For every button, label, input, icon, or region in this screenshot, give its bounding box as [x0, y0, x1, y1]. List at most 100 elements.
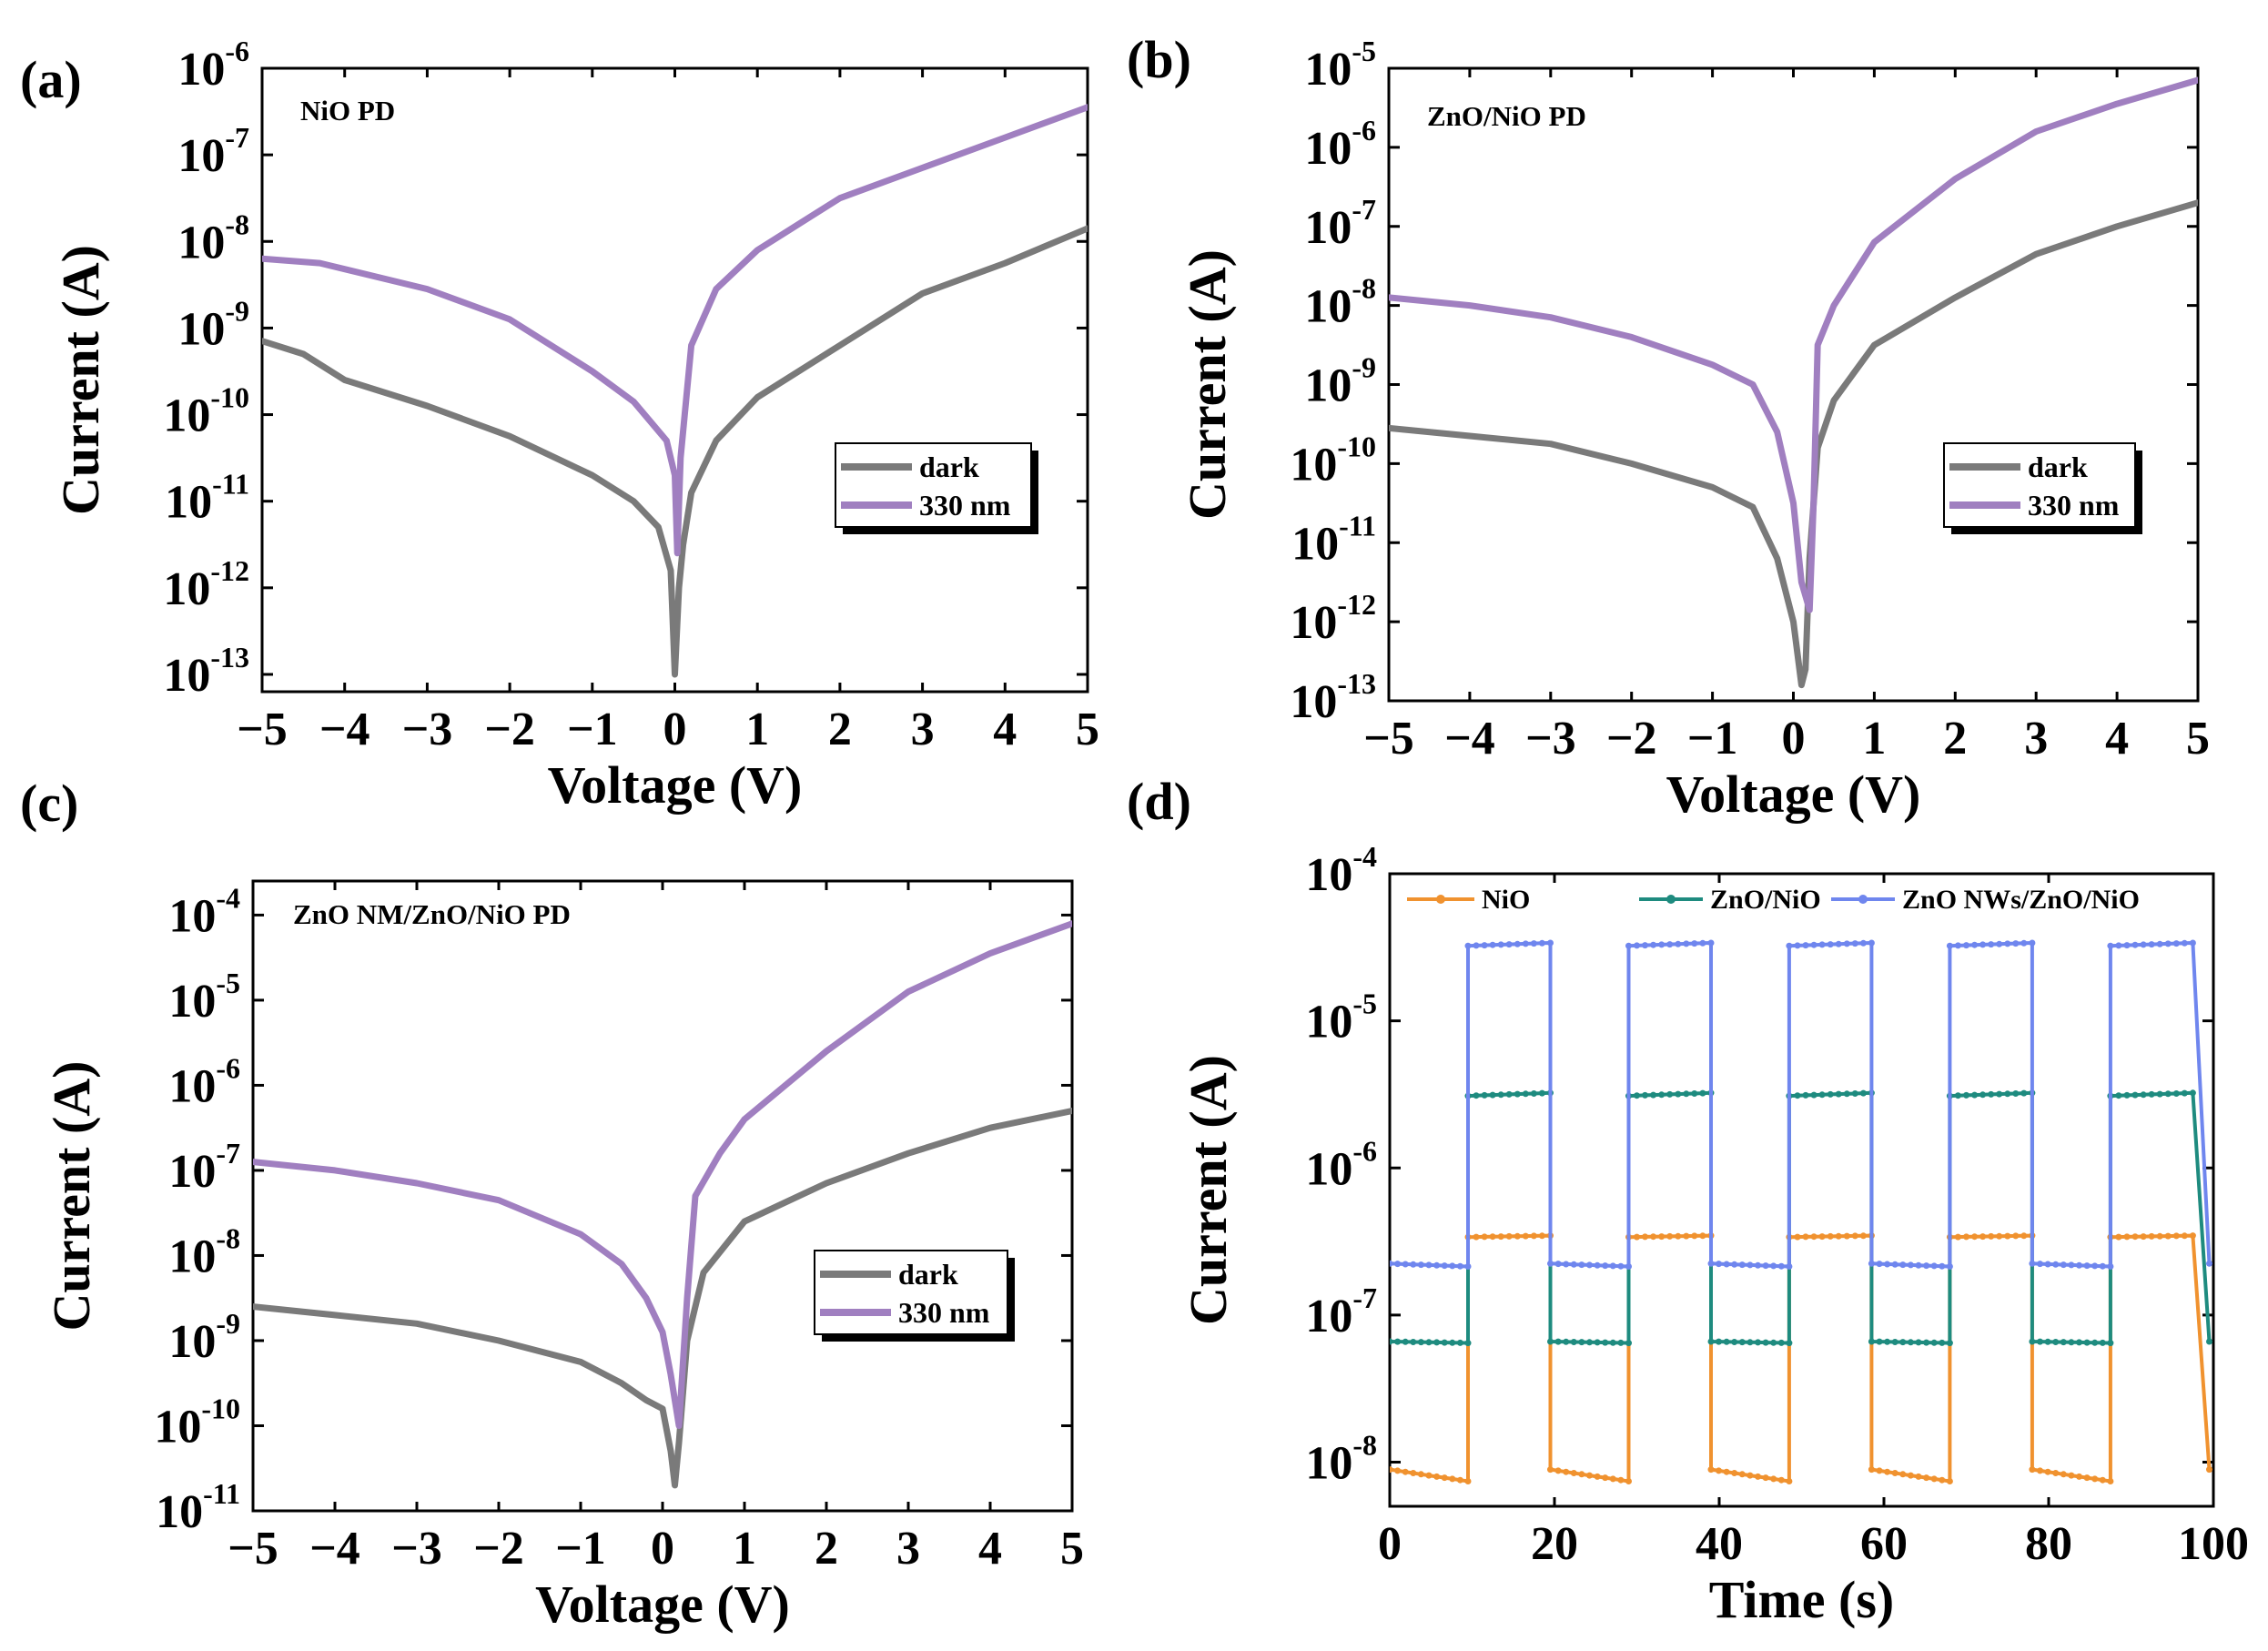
series-point: [1755, 1261, 1761, 1269]
y-tick-label: 10-13: [163, 641, 249, 702]
series-point: [1786, 1263, 1793, 1270]
series-point: [1578, 1471, 1585, 1478]
x-tick-label: −4: [1444, 713, 1495, 765]
series-point: [2131, 1233, 2139, 1241]
x-tick-label: 0: [1782, 713, 1806, 765]
series-point: [1464, 942, 1472, 949]
series-point: [1954, 1092, 1961, 1099]
panel-d: (d)0 20 40 60 80 10010-810-710-610-510-4Time …: [1127, 772, 2249, 1629]
series-point: [1738, 1261, 1746, 1269]
series-point: [1625, 1263, 1632, 1270]
series-point: [2164, 940, 2172, 947]
series-point: [1699, 1232, 1706, 1240]
series-point: [1868, 939, 1875, 947]
series-point: [1650, 941, 1657, 948]
x-tick-label: 0: [651, 1523, 674, 1575]
series-point: [2189, 1232, 2196, 1240]
series-point: [2131, 1091, 2139, 1099]
legend-label: dark: [898, 1258, 958, 1291]
y-tick-base: 10: [168, 1060, 216, 1112]
x-tick-label: −4: [319, 704, 370, 755]
series-point: [1650, 1233, 1657, 1241]
series-point: [2083, 1339, 2091, 1346]
series-point: [1731, 1261, 1738, 1268]
series-point: [1417, 1339, 1424, 1346]
x-tick-label: −1: [555, 1523, 606, 1575]
series-point: [1554, 1338, 1562, 1345]
y-tick-exponent: -4: [1352, 840, 1377, 873]
y-tick-label: 10-11: [165, 468, 249, 529]
series-point: [2083, 1474, 2091, 1482]
y-tick-exponent: -9: [1352, 351, 1376, 384]
y-tick-label: 10-6: [177, 35, 249, 96]
series-point: [1456, 1262, 1463, 1270]
series-point: [1570, 1261, 1577, 1268]
series-point: [1907, 1339, 1914, 1346]
series-point: [1996, 940, 2003, 947]
series-point: [1810, 941, 1817, 948]
series-point: [2131, 941, 2139, 948]
panel-annotation-a: NiO PD: [300, 95, 395, 127]
x-tick-label: 20: [1531, 1518, 1578, 1570]
y-tick-base: 10: [1305, 1291, 1352, 1342]
y-tick-base: 10: [154, 1401, 201, 1453]
series-point: [1538, 939, 1545, 947]
panel-annotation-b: ZnO/NiO PD: [1427, 100, 1586, 132]
y-axis-label-a: Current (A): [51, 245, 110, 515]
y-tick-base: 10: [168, 976, 216, 1028]
series-point: [1410, 1470, 1417, 1476]
series-point: [1946, 1340, 1953, 1347]
series-point: [1594, 1261, 1601, 1269]
series-point: [2012, 1232, 2020, 1240]
series-point: [2181, 1232, 2188, 1240]
series-point: [1762, 1339, 1769, 1346]
legend-marker: [1436, 895, 1445, 904]
series-point: [1456, 1339, 1463, 1346]
y-tick-label: 10-9: [168, 1307, 240, 1368]
series-point: [1923, 1474, 1930, 1482]
y-tick-base: 10: [1304, 202, 1352, 254]
series-point: [2172, 1090, 2180, 1097]
y-tick-exponent: -9: [216, 1307, 240, 1340]
series-point: [2181, 939, 2188, 947]
series-point: [1514, 1232, 1521, 1240]
y-tick-exponent: -5: [1352, 988, 1377, 1020]
x-tick-label: 0: [1378, 1518, 1402, 1570]
series-point: [1514, 940, 1521, 947]
series-point: [2123, 1091, 2131, 1099]
legend-box: [835, 442, 1032, 528]
y-tick-label: 10-5: [1305, 988, 1377, 1048]
series-point: [1899, 1471, 1907, 1478]
series-point: [1410, 1261, 1417, 1268]
series-point: [2076, 1261, 2082, 1269]
series-point: [1530, 1090, 1537, 1097]
series-point: [1505, 941, 1513, 948]
series-point: [1738, 1471, 1746, 1478]
series-point: [1441, 1474, 1448, 1482]
y-tick-base: 10: [168, 1316, 216, 1368]
series-line-330-nm: [1389, 76, 2198, 613]
y-tick-label: 10-9: [177, 294, 249, 355]
series-point: [1747, 1472, 1754, 1479]
y-tick-base: 10: [1305, 1143, 1352, 1195]
series-point: [2037, 1467, 2043, 1474]
series-point: [1716, 1467, 1722, 1474]
series-point: [1642, 942, 1648, 949]
series-point: [1456, 1476, 1463, 1484]
y-tick-exponent: -13: [210, 641, 249, 674]
y-tick-label: 10-5: [1304, 35, 1376, 96]
series-point: [1578, 1261, 1585, 1269]
series-point: [2068, 1261, 2075, 1269]
y-tick-exponent: -8: [1352, 272, 1376, 305]
x-tick-label: −2: [1606, 713, 1657, 765]
panel-annotation-c: ZnO NM/ZnO/NiO PD: [293, 898, 571, 930]
series-point: [1843, 1232, 1850, 1240]
y-tick-base: 10: [168, 890, 216, 942]
series-point: [1522, 940, 1529, 947]
series-point: [1747, 1339, 1754, 1346]
series-point: [1699, 939, 1706, 947]
series-point: [1547, 1260, 1554, 1267]
y-tick-exponent: -11: [203, 1477, 240, 1510]
series-point: [1707, 1338, 1715, 1345]
